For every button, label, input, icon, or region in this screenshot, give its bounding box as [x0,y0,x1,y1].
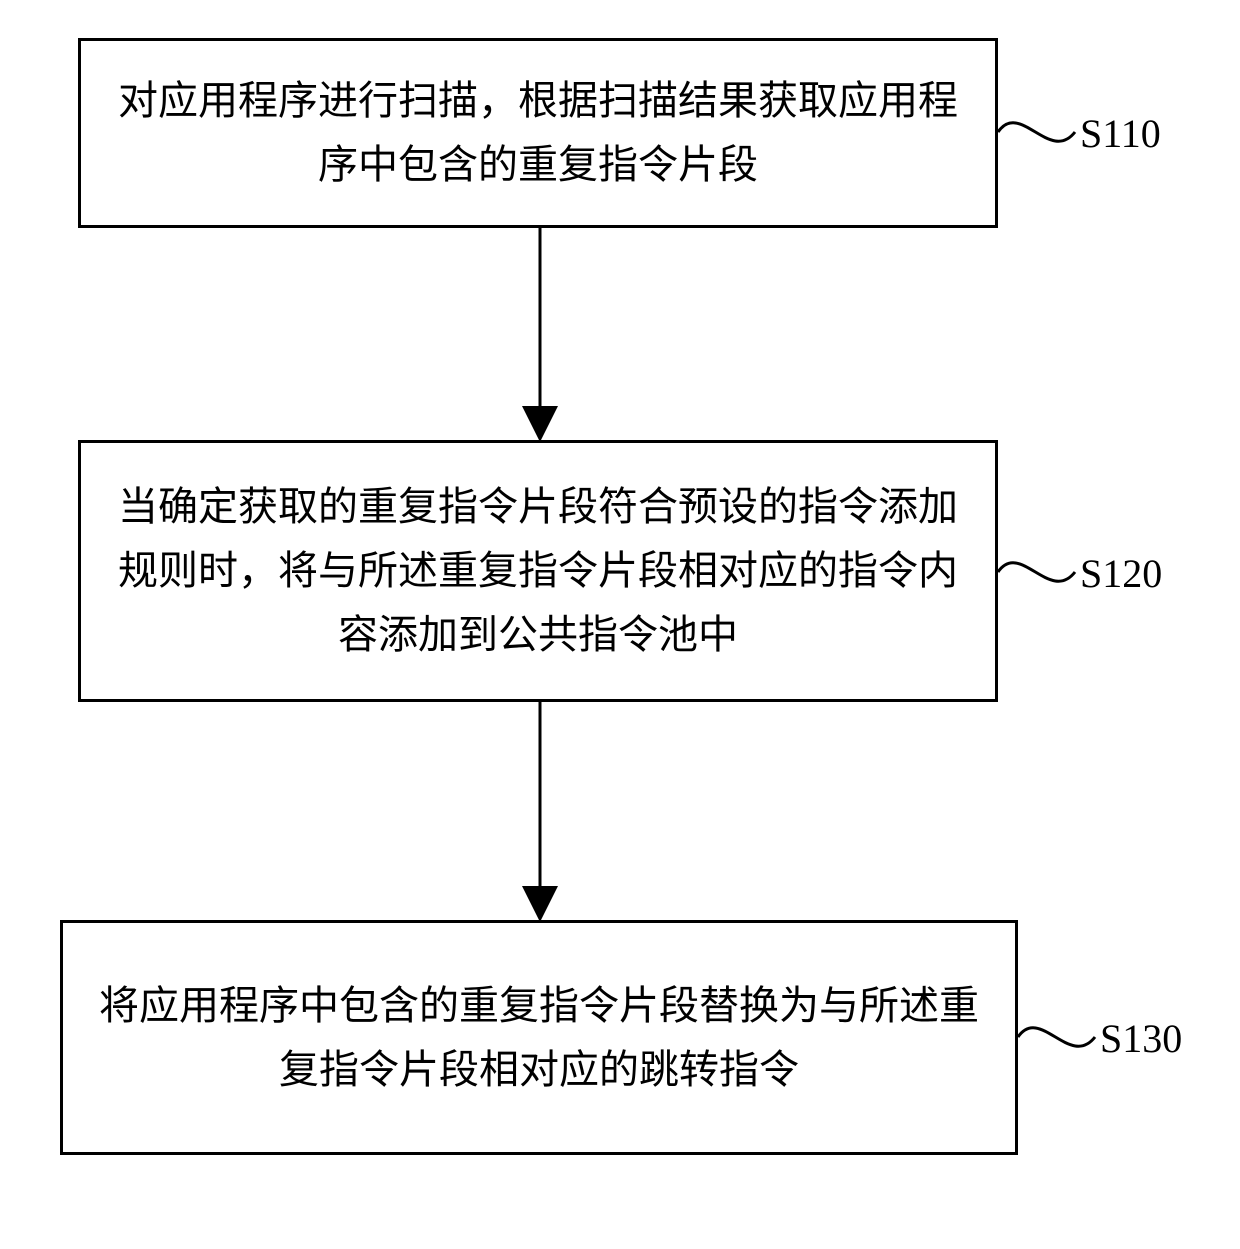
step-label-2: S120 [1080,550,1162,597]
flow-node-3-text: 将应用程序中包含的重复指令片段替换为与所述重复指令片段相对应的跳转指令 [93,974,985,1102]
flowchart-canvas: 对应用程序进行扫描，根据扫描结果获取应用程序中包含的重复指令片段 S110 当确… [0,0,1240,1249]
flow-node-3: 将应用程序中包含的重复指令片段替换为与所述重复指令片段相对应的跳转指令 [60,920,1018,1155]
flow-node-2-text: 当确定获取的重复指令片段符合预设的指令添加规则时，将与所述重复指令片段相对应的指… [111,475,965,667]
flow-node-1: 对应用程序进行扫描，根据扫描结果获取应用程序中包含的重复指令片段 [78,38,998,228]
flow-node-2: 当确定获取的重复指令片段符合预设的指令添加规则时，将与所述重复指令片段相对应的指… [78,440,998,702]
label-connector-2 [998,563,1075,581]
flow-node-1-text: 对应用程序进行扫描，根据扫描结果获取应用程序中包含的重复指令片段 [111,69,965,197]
step-label-3: S130 [1100,1015,1182,1062]
label-connector-1 [998,123,1075,141]
step-label-1: S110 [1080,110,1161,157]
label-connector-3 [1018,1028,1095,1046]
